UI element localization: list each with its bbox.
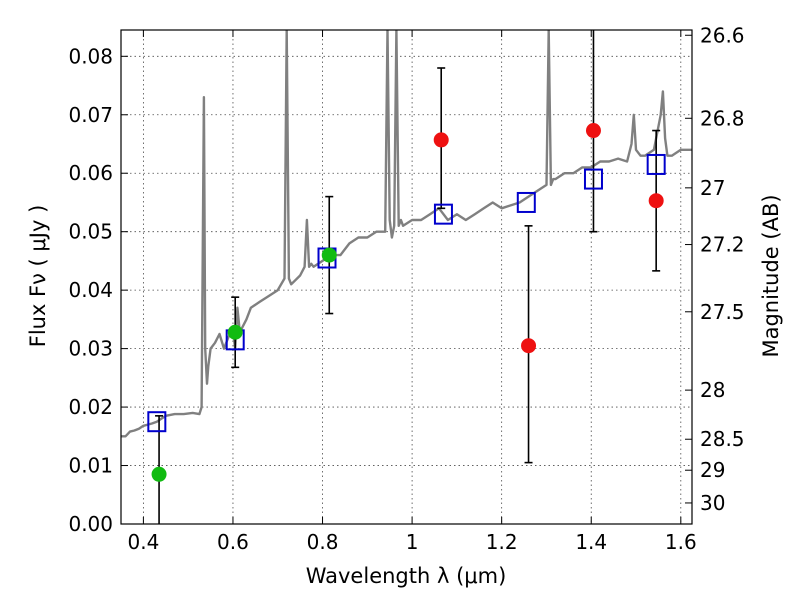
y2-tick-label: 27.5 — [700, 300, 745, 324]
y-axis-title: Flux Fν ( μJy ) — [26, 205, 50, 348]
y-tick-label: 0.08 — [68, 44, 113, 68]
y-tick-label: 0.04 — [68, 278, 113, 302]
error-bar — [155, 415, 164, 524]
plot-frame — [120, 29, 693, 525]
plot-area — [121, 30, 692, 524]
detection-point — [151, 466, 167, 482]
model-photometry-point — [147, 411, 167, 433]
y-tick-label: 0.01 — [68, 454, 113, 478]
non-detection-point — [585, 123, 601, 139]
x-tick-label: 1.2 — [486, 530, 518, 554]
y2-tick-label: 28 — [700, 378, 725, 402]
y-tick-label: 0.00 — [68, 512, 113, 536]
y-tick-label: 0.02 — [68, 395, 113, 419]
y2-tick-label: 28.5 — [700, 427, 745, 451]
axes: 0.4 0.6 0.8 1 1.2 1.4 1.6 0.00 0.01 0.02 0.03 0.04 0… — [68, 23, 744, 554]
non-detection-point — [521, 338, 537, 354]
detection-point — [321, 247, 337, 263]
y2-tick-label: 29 — [700, 458, 725, 482]
model-photometry-point — [433, 203, 453, 225]
y-tick-label: 0.03 — [68, 337, 113, 361]
model-photometry-point — [646, 153, 666, 175]
y2-axis-title: Magnitude (AB) — [759, 194, 783, 357]
y-tick-label: 0.06 — [68, 161, 113, 185]
non-detection-point — [433, 132, 449, 148]
x-tick-label: 1 — [406, 530, 419, 554]
non-detection-point — [648, 193, 664, 209]
y2-tick-label: 26.6 — [700, 23, 745, 47]
detection-point — [227, 324, 243, 340]
y2-tick-label: 27 — [700, 176, 725, 200]
x-tick-label: 1.6 — [665, 530, 697, 554]
x-tick-label: 0.8 — [307, 530, 339, 554]
model-photometry-point — [516, 191, 536, 213]
x-tick-label: 0.6 — [217, 530, 249, 554]
x-tick-label: 1.4 — [575, 530, 607, 554]
y2-tick-label: 30 — [700, 491, 725, 515]
y2-tick-label: 26.8 — [700, 106, 745, 130]
y-tick-label: 0.07 — [68, 103, 113, 127]
y2-tick-label: 27.2 — [700, 233, 745, 257]
model-photometry-point — [583, 168, 603, 190]
y-tick-label: 0.05 — [68, 220, 113, 244]
x-axis-title: Wavelength λ (μm) — [306, 564, 507, 588]
x-tick-label: 0.4 — [127, 530, 159, 554]
